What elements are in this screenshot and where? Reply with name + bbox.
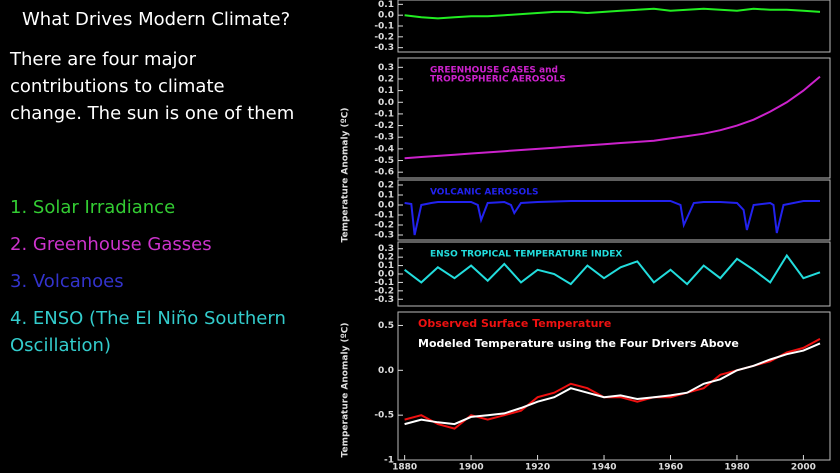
y-tick-label: 0.2 [378,74,394,84]
y-tick-label: -0.3 [374,43,394,53]
y-tick-label: 0.0 [378,98,394,108]
panel-frame [397,311,831,461]
series-line [403,253,821,286]
y-axis-label: Temperature Anomaly (ºC) [341,323,351,458]
y-tick-label: 0.3 [378,244,394,254]
intro-line: There are four major [9,49,197,70]
list-item: 3. Volcanoes [10,271,124,292]
y-tick-label: 0.2 [378,253,394,263]
y-axis-label: Temperature Anomaly (ºC) [341,108,351,243]
list-item: 2. Greenhouse Gasses [10,234,212,255]
series-line [404,75,821,160]
x-tick-label: 1940 [591,463,616,473]
panel-frame [397,179,831,241]
y-tick-label: 0.0 [378,11,394,21]
y-tick-label: 0.2 [378,181,394,191]
y-tick-label: 0.1 [378,191,394,201]
y-tick-label: -0.5 [374,156,394,166]
series-line [404,342,821,426]
x-tick-label: 1900 [459,463,484,473]
x-tick-label: 1980 [724,463,749,473]
series-line [404,200,820,236]
y-tick-label: -0.2 [374,221,394,231]
x-tick-label: 1920 [525,463,550,473]
legend-entry: Observed Surface Temperature [418,317,611,330]
y-tick-label: -0.5 [374,411,394,421]
panel-frame [397,57,831,179]
list-item: 1. Solar Irradiance [10,197,175,218]
panel-title: GREENHOUSE GASES and [430,66,558,76]
y-tick-label: -1 [384,456,394,466]
slide-title: What Drives Modern Climate? [22,9,290,30]
y-tick-label: -0.6 [374,168,394,178]
y-tick-label: 0.5 [378,321,394,331]
y-tick-label: -0.2 [374,32,394,42]
panel-title: TROPOSPHERIC AEROSOLS [430,75,566,85]
list-item: 4. ENSO (The El Niño Southern [10,308,286,329]
y-tick-label: -0.3 [374,295,394,305]
y-tick-label: -0.2 [374,121,394,131]
y-tick-label: 0.1 [378,0,394,10]
y-tick-label: -0.3 [374,133,394,143]
y-tick-label: 0.1 [378,86,394,96]
y-tick-label: 0.0 [378,201,394,211]
y-tick-label: 0.1 [378,261,394,271]
y-tick-label: -0.2 [374,286,394,296]
panel-title: ENSO TROPICAL TEMPERATURE INDEX [430,250,622,260]
y-tick-label: -0.4 [374,144,394,154]
x-tick-label: 2000 [791,463,816,473]
series-line [404,7,821,20]
y-tick-label: 0.0 [378,366,394,376]
legend-entry: Modeled Temperature using the Four Drive… [418,337,739,350]
list-item: Oscillation) [10,335,111,356]
y-tick-label: -0.1 [374,278,394,288]
intro-line: change. The sun is one of them [10,103,294,124]
y-tick-label: -0.1 [374,211,394,221]
y-tick-label: -0.3 [374,231,394,241]
y-tick-label: -0.1 [374,109,394,119]
x-tick-label: 1880 [392,463,417,473]
x-tick-label: 1960 [658,463,683,473]
y-tick-label: 0.3 [378,63,394,73]
y-tick-label: -0.1 [374,22,394,32]
panel-title: VOLCANIC AEROSOLS [430,188,538,198]
y-tick-label: 0.0 [378,270,394,280]
intro-line: contributions to climate [10,76,225,97]
